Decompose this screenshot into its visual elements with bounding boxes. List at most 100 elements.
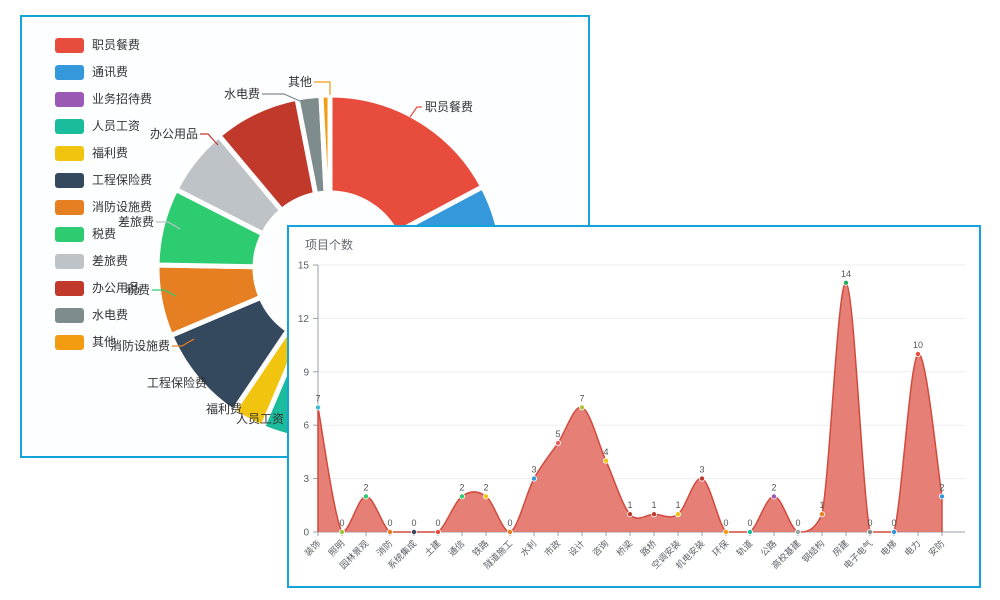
data-point-dot[interactable] bbox=[650, 511, 657, 518]
x-axis-label: 桥梁 bbox=[614, 538, 635, 559]
donut-label: 其他 bbox=[288, 75, 312, 89]
x-axis-label: 路桥 bbox=[638, 538, 659, 559]
legend-swatch bbox=[55, 308, 84, 323]
pie-legend: 职员餐费通讯费业务招待费人员工资福利费工程保险费消防设施费税费差旅费办公用品水电… bbox=[55, 38, 152, 362]
data-point-value: 0 bbox=[795, 518, 800, 528]
y-axis-label: 9 bbox=[303, 367, 309, 378]
data-point-dot[interactable] bbox=[674, 511, 681, 518]
data-point-dot[interactable] bbox=[578, 404, 585, 411]
data-point-dot[interactable] bbox=[363, 493, 370, 500]
x-axis-label: 通信 bbox=[446, 538, 467, 559]
legend-item[interactable]: 其他 bbox=[55, 335, 152, 350]
data-point-dot[interactable] bbox=[626, 511, 633, 518]
x-axis-label: 水利 bbox=[518, 538, 539, 559]
donut-label-line bbox=[409, 106, 422, 118]
area-chart-title: 项目个数 bbox=[305, 238, 354, 252]
x-axis-label: 消防 bbox=[374, 538, 395, 559]
area-chart-panel: 项目个数 0 3 6 9 12 15 装饰 7 照明 0 园林景观 2 消防 0 系统集成 0 土建 0 通信 2 铁路… bbox=[287, 225, 981, 588]
data-point-dot[interactable] bbox=[819, 511, 826, 518]
donut-label-line bbox=[152, 289, 177, 297]
data-point-dot[interactable] bbox=[314, 404, 321, 411]
legend-item[interactable]: 税费 bbox=[55, 227, 152, 242]
legend-item[interactable]: 职员餐费 bbox=[55, 38, 152, 53]
data-point-dot[interactable] bbox=[770, 493, 777, 500]
legend-item[interactable]: 人员工资 bbox=[55, 119, 152, 134]
x-axis-label: 设计 bbox=[566, 538, 587, 559]
legend-label: 差旅费 bbox=[92, 254, 129, 268]
legend-swatch bbox=[55, 254, 84, 269]
data-point-dot[interactable] bbox=[554, 439, 561, 446]
legend-swatch bbox=[55, 119, 84, 134]
data-point-dot[interactable] bbox=[602, 457, 609, 464]
data-point-dot[interactable] bbox=[794, 528, 801, 535]
data-point-value: 0 bbox=[891, 518, 896, 528]
y-axis-label: 12 bbox=[298, 314, 310, 325]
x-axis-label: 照明 bbox=[327, 538, 347, 558]
legend-label: 福利费 bbox=[92, 146, 129, 160]
data-point-value: 0 bbox=[339, 518, 344, 528]
donut-label: 职员餐费 bbox=[425, 99, 473, 114]
data-point-value: 2 bbox=[363, 482, 368, 492]
data-point-value: 7 bbox=[579, 393, 584, 403]
legend-label: 水电费 bbox=[92, 308, 129, 322]
legend-swatch bbox=[55, 335, 84, 350]
legend-item[interactable]: 福利费 bbox=[55, 146, 152, 161]
donut-slice[interactable] bbox=[318, 92, 333, 196]
data-point-dot[interactable] bbox=[915, 351, 922, 358]
x-axis-label: 装饰 bbox=[302, 538, 323, 559]
legend-item[interactable]: 水电费 bbox=[55, 308, 152, 323]
data-point-value: 2 bbox=[459, 482, 464, 492]
y-axis-label: 0 bbox=[303, 528, 309, 539]
legend-label: 其他 bbox=[92, 335, 117, 349]
data-point-dot[interactable] bbox=[387, 528, 394, 535]
data-point-value: 0 bbox=[867, 518, 872, 528]
data-point-value: 0 bbox=[411, 518, 416, 528]
legend-swatch bbox=[55, 173, 84, 188]
legend-item[interactable]: 业务招待费 bbox=[55, 92, 152, 107]
legend-label: 职员餐费 bbox=[92, 38, 141, 52]
donut-label-line bbox=[314, 81, 331, 95]
data-point-dot[interactable] bbox=[411, 528, 418, 535]
data-point-value: 0 bbox=[747, 518, 752, 528]
legend-label: 通讯费 bbox=[92, 65, 129, 79]
data-point-dot[interactable] bbox=[867, 528, 874, 535]
data-point-dot[interactable] bbox=[506, 528, 513, 535]
x-axis-label: 铁路 bbox=[470, 538, 491, 559]
data-point-dot[interactable] bbox=[722, 528, 729, 535]
data-point-value: 0 bbox=[723, 518, 728, 528]
data-point-dot[interactable] bbox=[698, 475, 705, 482]
donut-label-line bbox=[200, 133, 219, 146]
legend-item[interactable]: 差旅费 bbox=[55, 254, 152, 269]
donut-label: 工程保险费 bbox=[147, 375, 207, 390]
x-axis-label: 土建 bbox=[422, 538, 443, 559]
x-axis-label: 轨道 bbox=[734, 538, 755, 559]
legend-label: 消防设施费 bbox=[92, 200, 153, 214]
legend-item[interactable]: 工程保险费 bbox=[55, 173, 152, 188]
legend-label: 人员工资 bbox=[92, 119, 141, 133]
data-point-value: 0 bbox=[435, 518, 440, 528]
x-axis-label: 电力 bbox=[902, 538, 923, 559]
legend-item[interactable]: 通讯费 bbox=[55, 65, 152, 80]
data-point-dot[interactable] bbox=[530, 475, 537, 482]
legend-item[interactable]: 办公用品 bbox=[55, 281, 152, 296]
donut-slice[interactable] bbox=[327, 92, 486, 236]
data-point-value: 5 bbox=[555, 429, 560, 439]
donut-label-line bbox=[172, 338, 195, 347]
data-point-dot[interactable] bbox=[746, 528, 753, 535]
data-point-value: 0 bbox=[507, 518, 512, 528]
data-point-dot[interactable] bbox=[843, 279, 850, 286]
data-point-dot[interactable] bbox=[434, 528, 441, 535]
data-point-value: 2 bbox=[483, 482, 488, 492]
data-point-value: 2 bbox=[939, 482, 944, 492]
data-point-dot[interactable] bbox=[891, 528, 898, 535]
data-point-dot[interactable] bbox=[339, 528, 346, 535]
donut-label: 办公用品 bbox=[150, 126, 198, 141]
x-axis-label: 公路 bbox=[758, 538, 779, 559]
data-point-value: 1 bbox=[675, 500, 680, 510]
data-point-dot[interactable] bbox=[482, 493, 489, 500]
legend-item[interactable]: 消防设施费 bbox=[55, 200, 152, 215]
data-point-value: 3 bbox=[699, 465, 704, 475]
donut-label-line bbox=[156, 221, 181, 230]
data-point-dot[interactable] bbox=[458, 493, 465, 500]
data-point-dot[interactable] bbox=[939, 493, 946, 500]
